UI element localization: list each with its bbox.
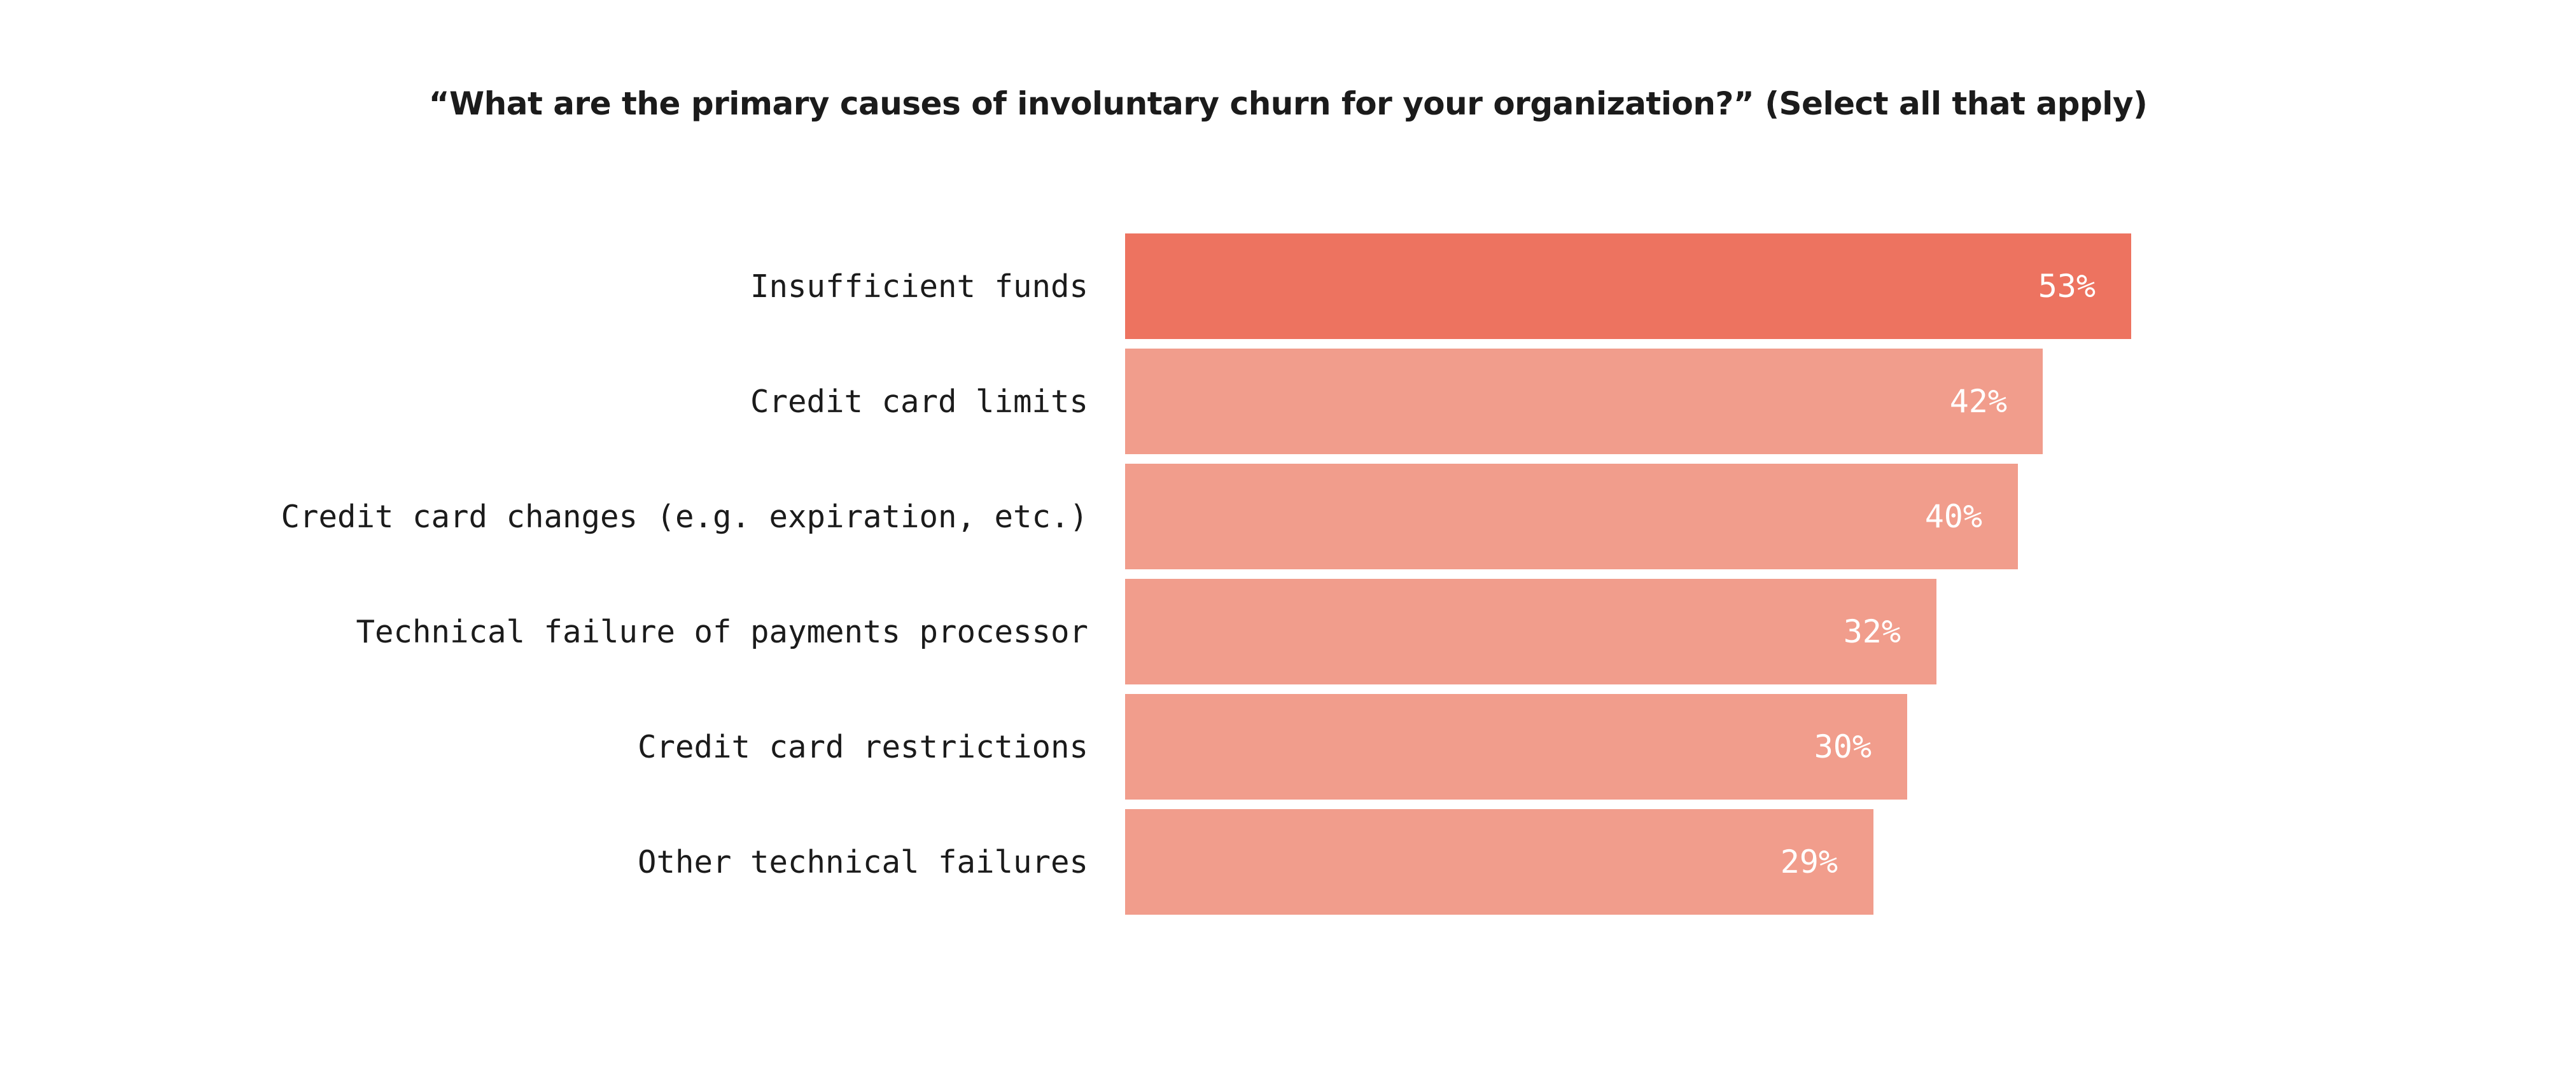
value-label: 29% — [1780, 843, 1838, 880]
bar-row: Insufficient funds 53% — [0, 233, 2576, 339]
bar-row: Technical failure of payments processor 3… — [0, 579, 2576, 684]
bar-row: Credit card limits 42% — [0, 349, 2576, 454]
bar: 42% — [1125, 349, 2043, 454]
bar-chart: Insufficient funds 53% Credit card limits 4… — [0, 233, 2576, 924]
category-label: Credit card restrictions — [637, 728, 1088, 765]
category-label: Other technical failures — [637, 843, 1088, 880]
bar: 53% — [1125, 233, 2131, 339]
category-label: Credit card limits — [750, 383, 1088, 420]
bar-row: Credit card restrictions 30% — [0, 694, 2576, 800]
bar: 32% — [1125, 579, 1936, 684]
chart-title: “What are the primary causes of involunt… — [428, 85, 2148, 122]
value-label: 42% — [1949, 383, 2007, 420]
category-label: Insufficient funds — [750, 268, 1088, 305]
value-label: 40% — [1924, 498, 1982, 535]
bar: 30% — [1125, 694, 1907, 800]
category-label: Credit card changes (e.g. expiration, et… — [281, 498, 1088, 535]
bar-row: Other technical failures 29% — [0, 809, 2576, 915]
category-label: Technical failure of payments processor — [356, 613, 1088, 650]
value-label: 53% — [2038, 268, 2096, 305]
bar: 40% — [1125, 464, 2018, 569]
bar-row: Credit card changes (e.g. expiration, et… — [0, 464, 2576, 569]
value-label: 32% — [1843, 613, 1901, 650]
value-label: 30% — [1814, 728, 1872, 765]
bar: 29% — [1125, 809, 1873, 915]
